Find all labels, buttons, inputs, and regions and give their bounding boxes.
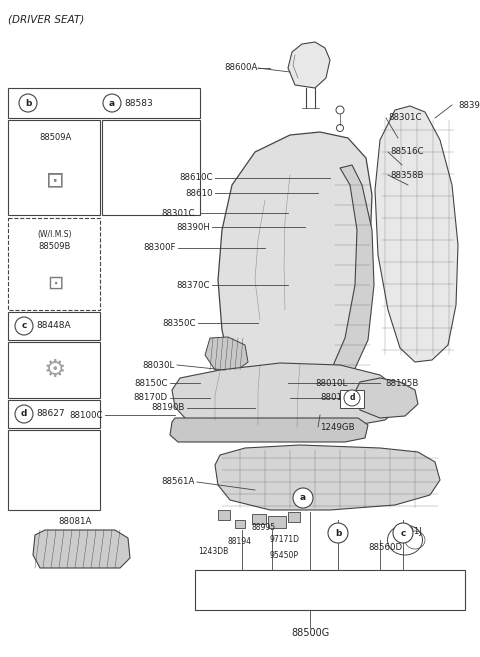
Text: 88516C: 88516C: [390, 148, 423, 156]
Bar: [367, 574, 416, 606]
Text: 95450P: 95450P: [270, 551, 299, 560]
Circle shape: [393, 523, 413, 543]
Text: 88150C: 88150C: [134, 378, 168, 388]
Text: ⊡: ⊡: [47, 273, 63, 292]
Circle shape: [328, 523, 348, 543]
Circle shape: [19, 94, 37, 112]
Text: c: c: [21, 321, 27, 330]
Text: 88610: 88610: [185, 189, 213, 198]
Text: 88560D: 88560D: [368, 543, 402, 553]
Polygon shape: [375, 106, 458, 362]
Circle shape: [293, 488, 313, 508]
Polygon shape: [205, 337, 248, 372]
Text: 88509A: 88509A: [39, 133, 71, 142]
Bar: [8, 400, 100, 428]
Polygon shape: [215, 445, 440, 510]
Bar: [102, 120, 200, 215]
Bar: [252, 514, 266, 524]
Polygon shape: [355, 378, 418, 418]
Bar: [218, 510, 230, 520]
Text: 88030L: 88030L: [143, 361, 175, 369]
Text: b: b: [25, 99, 31, 108]
Polygon shape: [288, 42, 330, 88]
Bar: [8, 218, 100, 310]
Text: 1243DB: 1243DB: [198, 547, 228, 556]
Text: 88301C: 88301C: [161, 208, 195, 217]
Bar: [8, 88, 200, 118]
Text: 88300F: 88300F: [144, 244, 176, 252]
Text: 88390H: 88390H: [176, 223, 210, 231]
Text: 88010L: 88010L: [316, 378, 348, 388]
Text: 88500G: 88500G: [291, 628, 329, 638]
Polygon shape: [170, 418, 368, 442]
Text: 88627: 88627: [36, 409, 65, 419]
Text: 88583: 88583: [124, 99, 153, 108]
Text: (DRIVER SEAT): (DRIVER SEAT): [8, 14, 84, 24]
Polygon shape: [33, 530, 130, 568]
Text: ⚙: ⚙: [44, 358, 66, 382]
Circle shape: [103, 94, 121, 112]
Text: 88194: 88194: [227, 537, 251, 547]
Polygon shape: [330, 165, 374, 388]
Text: 88358B: 88358B: [390, 171, 423, 179]
Text: 88509B: 88509B: [39, 242, 71, 251]
Circle shape: [15, 405, 33, 423]
Bar: [195, 570, 465, 610]
Text: b: b: [335, 528, 341, 537]
Text: 97171D: 97171D: [270, 535, 300, 545]
Text: 88561A: 88561A: [162, 478, 195, 486]
Text: 88390N: 88390N: [458, 101, 480, 110]
Text: 88610C: 88610C: [180, 173, 213, 183]
Bar: [268, 516, 286, 528]
Text: d: d: [21, 409, 27, 419]
Polygon shape: [172, 363, 400, 432]
Circle shape: [344, 390, 360, 406]
Text: 88191J: 88191J: [392, 528, 422, 537]
Text: 88015: 88015: [321, 394, 348, 403]
Text: 88370C: 88370C: [177, 281, 210, 290]
Bar: [202, 574, 256, 606]
Bar: [8, 312, 100, 340]
Bar: [8, 120, 100, 215]
Bar: [8, 342, 100, 398]
Text: ⊡: ⊡: [46, 170, 64, 190]
Bar: [317, 574, 355, 606]
Text: 88995: 88995: [252, 524, 276, 533]
Text: 88100C: 88100C: [70, 411, 103, 420]
Text: 1249GB: 1249GB: [320, 422, 355, 432]
Text: 88600A: 88600A: [225, 64, 258, 72]
Text: d: d: [349, 394, 355, 403]
Bar: [267, 574, 305, 606]
Text: 88170D: 88170D: [134, 394, 168, 403]
Text: 88190B: 88190B: [152, 403, 185, 413]
Bar: [340, 390, 364, 408]
Bar: [8, 430, 100, 510]
Bar: [288, 512, 300, 522]
Text: 88448A: 88448A: [36, 321, 71, 330]
Text: a: a: [300, 493, 306, 503]
Text: c: c: [400, 528, 406, 537]
Bar: [140, 157, 170, 183]
Polygon shape: [218, 132, 372, 392]
Text: 88301C: 88301C: [388, 114, 421, 122]
Text: 88081A: 88081A: [58, 518, 91, 526]
Text: (W/I.M.S): (W/I.M.S): [38, 230, 72, 239]
Text: 88195B: 88195B: [385, 378, 419, 388]
Circle shape: [15, 317, 33, 335]
Text: a: a: [109, 99, 115, 108]
Bar: [427, 574, 460, 606]
Bar: [235, 520, 245, 528]
Text: 88350C: 88350C: [163, 319, 196, 327]
